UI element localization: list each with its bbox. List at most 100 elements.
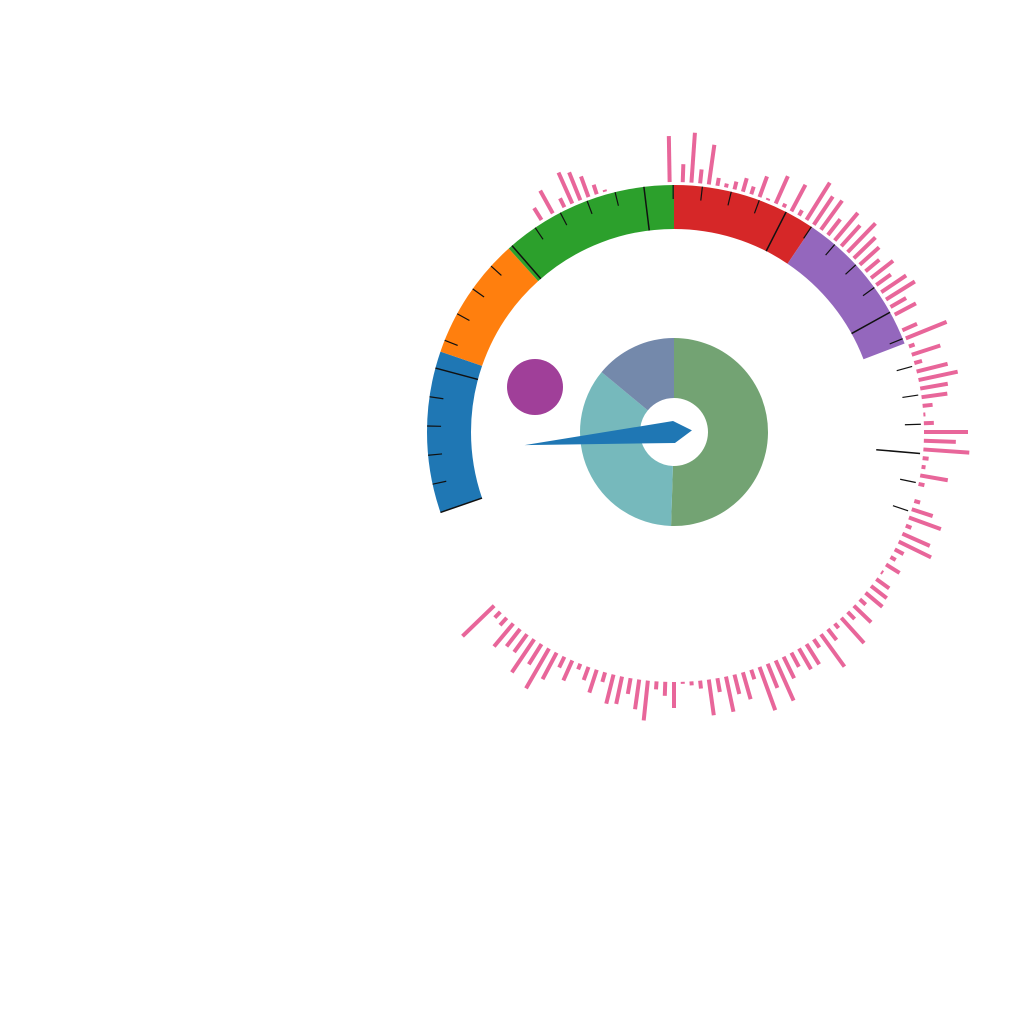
radial-bar — [493, 610, 502, 619]
minor-tick — [899, 478, 916, 484]
radial-bar — [715, 677, 722, 693]
radial-bar — [732, 674, 742, 695]
radial-bar — [804, 181, 832, 222]
radial-bar — [908, 342, 916, 349]
needle-layer — [524, 421, 692, 446]
radial-bar — [614, 676, 624, 705]
radial-bar — [567, 171, 583, 201]
radial-bar — [880, 570, 885, 575]
radial-bar — [587, 669, 599, 694]
minor-tick — [472, 288, 485, 298]
radial-bar — [540, 651, 559, 681]
major-tick — [435, 367, 479, 381]
major-tick — [876, 448, 921, 455]
minor-tick — [444, 339, 458, 347]
gauge-band — [440, 248, 539, 366]
radial-bar — [532, 207, 544, 222]
radial-bar — [839, 616, 866, 645]
minor-tick — [559, 212, 568, 226]
donut-slice — [580, 372, 673, 526]
radial-bar — [911, 343, 941, 357]
radial-bar — [781, 655, 796, 680]
radial-bar — [901, 321, 918, 333]
radial-bar — [556, 171, 575, 205]
radial-bar — [893, 301, 917, 317]
radial-bar — [858, 245, 881, 267]
major-tick — [440, 497, 483, 514]
minor-tick — [862, 287, 875, 297]
radial-bar — [812, 195, 835, 226]
radial-bar — [921, 464, 926, 470]
radial-bar — [654, 681, 659, 690]
radial-bar — [689, 132, 697, 183]
radial-bar — [918, 369, 959, 382]
radial-bar — [923, 447, 970, 455]
radial-bar — [740, 177, 749, 193]
radial-bar — [591, 184, 599, 195]
radial-bar — [740, 671, 753, 700]
radial-bar — [797, 647, 813, 671]
radial-bar — [846, 222, 877, 254]
gauge-band — [427, 351, 483, 513]
radial-bar — [749, 186, 756, 195]
radial-bar — [858, 597, 868, 607]
minor-tick — [614, 191, 620, 206]
radial-bar — [875, 272, 892, 287]
minor-tick — [889, 338, 903, 345]
radial-bar — [732, 181, 739, 190]
minor-tick — [456, 313, 470, 321]
radial-bar — [905, 320, 948, 341]
radial-bar — [884, 279, 916, 302]
radial-bar — [897, 539, 932, 560]
radial-bar — [833, 211, 860, 242]
major-tick — [643, 186, 651, 231]
radial-bar — [558, 197, 567, 209]
radial-bar — [921, 391, 948, 400]
radial-bar — [911, 507, 934, 518]
radial-bar — [797, 209, 804, 217]
radial-bar-series — [461, 132, 970, 721]
radial-bar — [706, 144, 717, 185]
radial-bar — [913, 498, 921, 505]
minor-tick — [753, 199, 760, 214]
radial-bar — [852, 236, 877, 260]
gauge-band — [787, 227, 905, 360]
radial-bar — [576, 663, 583, 671]
radial-bar — [913, 358, 923, 366]
radial-bar — [804, 642, 821, 666]
radial-bar — [875, 577, 891, 590]
radial-bar — [715, 177, 721, 187]
major-tick — [765, 211, 787, 252]
minor-tick — [902, 394, 919, 399]
radial-bar — [666, 136, 672, 183]
minor-tick — [534, 227, 544, 240]
radial-bar — [789, 651, 801, 668]
minor-tick — [432, 480, 447, 485]
radial-bar — [773, 659, 796, 702]
minor-tick — [803, 226, 812, 239]
radial-bar — [789, 183, 808, 213]
radial-bar — [698, 169, 704, 184]
minor-tick — [904, 423, 921, 426]
radial-bar — [884, 562, 901, 575]
radial-bar — [919, 473, 949, 483]
gauge-bands — [427, 185, 905, 513]
radial-bar — [757, 175, 769, 198]
radial-bar — [765, 197, 771, 201]
radial-bar — [538, 189, 555, 215]
radial-bar — [510, 638, 536, 674]
radial-bar — [724, 676, 736, 713]
radial-bar — [581, 666, 591, 681]
radial-bar — [916, 361, 949, 374]
gauge-band — [508, 185, 674, 282]
radial-bar — [812, 638, 822, 649]
radial-bar — [757, 666, 778, 711]
radial-bar — [492, 622, 515, 648]
radial-bar — [600, 671, 608, 683]
minor-tick — [896, 365, 913, 372]
minor-tick — [845, 264, 857, 275]
radial-bar — [880, 273, 908, 294]
marker-dot — [507, 359, 563, 415]
